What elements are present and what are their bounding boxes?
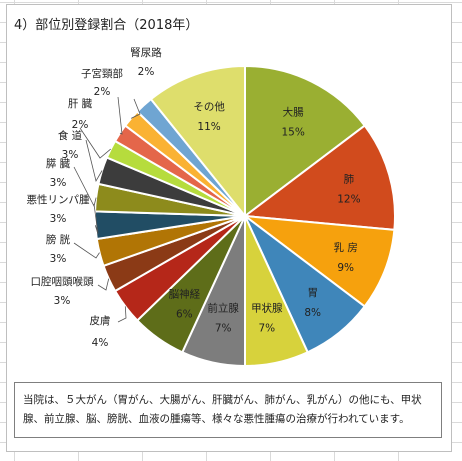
leader-line [117,306,127,323]
slice-value-label: 3% [62,149,79,161]
slice-value-label: 3% [54,295,71,307]
slice-value-label: 3% [50,213,67,225]
slice-label: 食 道 [58,129,83,142]
pie-slice [149,64,246,219]
slice-label: 前立腺 [207,302,239,315]
slice-label: 口腔咽頭喉頭 [31,275,94,288]
pie-slice [241,214,396,308]
slice-value-label: 7% [258,323,275,335]
slice-label: 大腸 [283,105,304,118]
chart-title: 4）部位別登録割合（2018年） [14,18,199,33]
slice-value-label: 11% [197,121,220,133]
leader-line [97,278,110,291]
slice-value-label: 2% [72,119,89,131]
leader-line [130,98,141,119]
slice-value-label: 7% [215,323,232,335]
slice-label: 乳 房 [334,241,358,254]
pie-slice [242,124,396,231]
slice-value-label: 6% [176,309,193,321]
slice-label: 肝 臓 [68,98,93,110]
slice-label: 肺 [344,173,355,185]
slice-value-label: 12% [337,193,360,205]
leader-line [73,166,97,208]
slice-label: 膀 胱 [46,233,71,246]
slice-value-label: 3% [50,253,67,265]
slice-value-label: 9% [337,262,354,274]
slice-label: 皮膚 [90,314,111,327]
note-box: 当院は、５大がん（胃がん、大腸がん、肝臓がん、肺がん、乳がん）の他にも、甲状腺、… [14,382,442,438]
slice-label: 胃 [307,287,318,299]
leader-line [85,139,103,183]
leader-line [93,203,99,235]
leader-line [73,242,100,259]
pie-slice [244,64,367,219]
slice-value-label: 4% [92,337,109,349]
leader-line [117,96,123,135]
note-text: 当院は、５大がん（胃がん、大腸がん、肝臓がん、肺がん、乳がん）の他にも、甲状腺、… [23,394,422,425]
slice-label: 脳神経 [169,288,201,301]
slice-label: 甲状腺 [251,302,283,315]
slice-label: 腎尿路 [130,46,162,59]
slice-label: その他 [193,100,225,113]
slice-value-label: 8% [304,307,321,319]
slice-value-label: 2% [138,66,155,78]
slice-label: 悪性リンパ腫 [27,193,90,206]
slice-value-label: 15% [281,126,304,138]
slice-value-label: 2% [94,86,111,98]
slice-value-label: 3% [50,177,67,189]
slice-label: 子宮頸部 [81,67,123,80]
slice-label: 膵 臓 [46,158,71,170]
leader-line [79,127,111,159]
